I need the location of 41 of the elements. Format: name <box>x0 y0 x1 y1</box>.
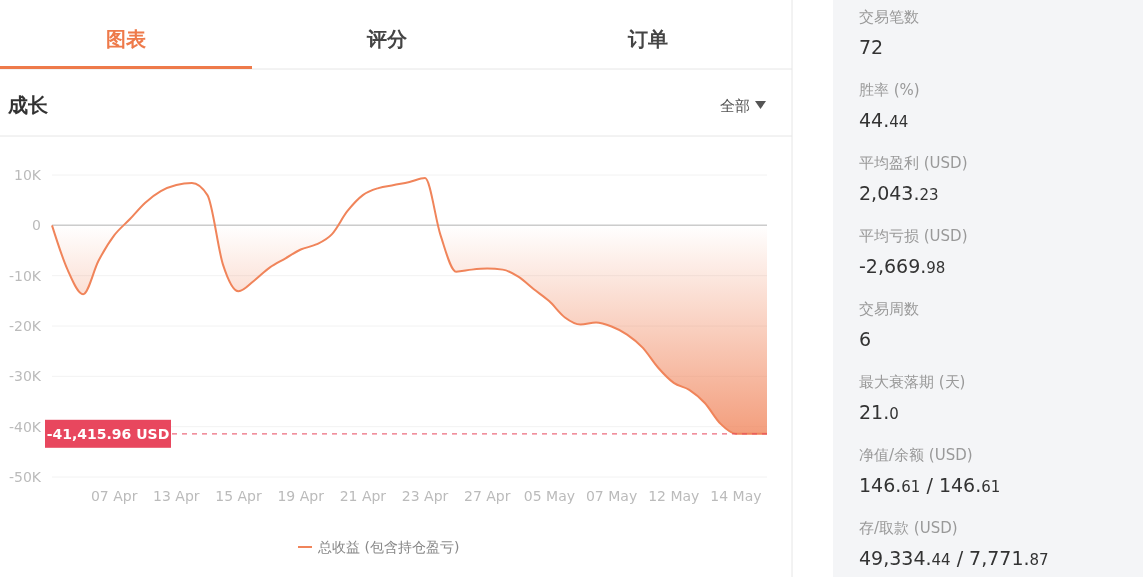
ref-line-label: -41,415.96 USD <box>46 425 170 442</box>
text: 交易笔数 <box>859 8 919 26</box>
y-tick-label: 10K <box>14 167 42 183</box>
chart-title: 成长 <box>7 93 49 117</box>
text: 6 <box>859 328 872 350</box>
x-tick-label: 07 Apr <box>90 488 138 504</box>
x-tick-label: 05 May <box>523 488 575 504</box>
text: 146.61 / 146.61 <box>859 474 1001 496</box>
text: 44.44 <box>859 109 909 131</box>
y-tick-label: -50K <box>8 469 42 485</box>
text: 全部 <box>720 97 750 115</box>
y-tick-label: -40K <box>8 418 42 435</box>
text: 评分 <box>366 27 408 51</box>
x-tick-label: 27 Apr <box>463 488 511 504</box>
text: -2,669.98 <box>859 255 946 277</box>
text: 72 <box>859 36 884 58</box>
text: 存/取款 (USD) <box>859 519 958 537</box>
text: 49,334.44 / 7,771.87 <box>859 547 1049 569</box>
y-tick-label: -30K <box>8 368 42 385</box>
x-tick-label: 14 May <box>710 488 762 504</box>
x-tick-label: 12 May <box>648 488 700 504</box>
text: 交易周数 <box>859 300 919 318</box>
x-tick-label: 19 Apr <box>277 488 325 504</box>
y-tick-label: 0 <box>32 217 41 234</box>
text: 订单 <box>627 27 668 51</box>
x-tick-label: 15 Apr <box>215 488 263 504</box>
x-tick-label: 13 Apr <box>153 488 200 504</box>
text: 2,043.23 <box>859 182 939 204</box>
text: 胜率 (%) <box>859 81 920 99</box>
text: 平均盈利 (USD) <box>859 154 968 172</box>
x-tick-label: 21 Apr <box>339 488 387 504</box>
text: 净值/余额 (USD) <box>859 446 973 464</box>
y-tick-label: -10K <box>8 267 42 284</box>
text: 平均亏损 (USD) <box>859 227 968 245</box>
x-tick-label: 07 May <box>585 488 638 504</box>
text: 最大衰落期 (天) <box>859 373 966 391</box>
y-tick-label: -20K <box>8 318 42 334</box>
legend-label: 总收益 (包含持仓盈亏) <box>317 539 460 555</box>
text: 21.0 <box>859 401 899 423</box>
x-tick-label: 23 Apr <box>401 488 449 504</box>
text: 图表 <box>106 27 146 51</box>
